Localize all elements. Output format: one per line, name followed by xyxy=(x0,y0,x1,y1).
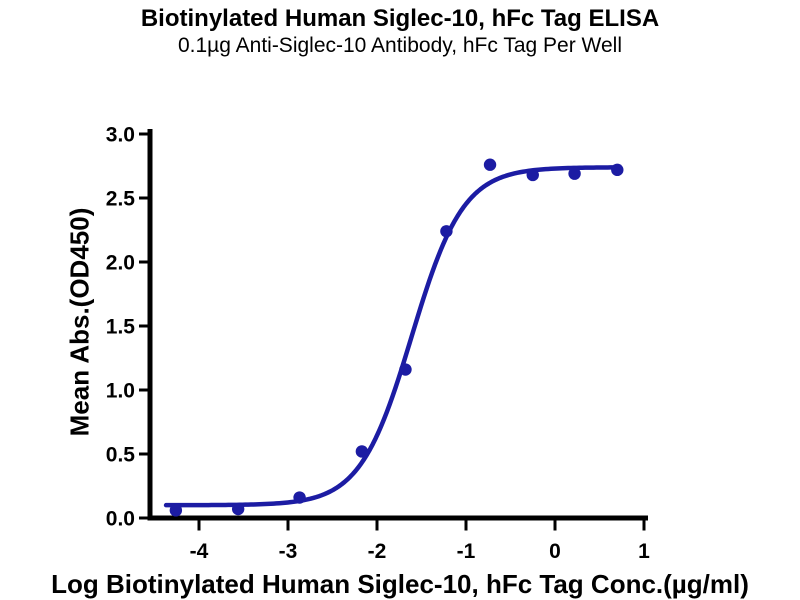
data-point xyxy=(611,163,624,177)
x-tick-label: -4 xyxy=(190,540,209,563)
chart-subtitle: 0.1µg Anti-Siglec-10 Antibody, hFc Tag P… xyxy=(177,34,622,57)
y-tick-label: 1.0 xyxy=(106,380,135,403)
fit-curve xyxy=(163,165,622,508)
data-point xyxy=(568,167,581,180)
axes-group xyxy=(147,129,648,521)
y-tick-label: 1.5 xyxy=(106,316,136,339)
x-ticks-group: -4 -3 -2 -1 0 1 xyxy=(190,520,650,563)
data-point xyxy=(293,491,306,504)
chart-title: Biotinylated Human Siglec-10, hFc Tag EL… xyxy=(140,5,660,32)
y-tick-label: 2.0 xyxy=(106,252,135,275)
y-tick-label: 2.5 xyxy=(106,188,136,211)
data-point xyxy=(399,363,412,376)
y-axis-label: Mean Abs.(OD450) xyxy=(64,207,95,437)
y-tick-label: 0.0 xyxy=(106,508,135,531)
data-point xyxy=(526,168,539,182)
x-tick-label: -3 xyxy=(279,540,298,563)
x-tick-label: 0 xyxy=(549,540,561,563)
y-ticks-group: 0.0 0.5 1.0 1.5 2.0 2.5 3.0 xyxy=(106,124,150,531)
x-tick-label: -1 xyxy=(457,540,476,563)
x-tick-label: 1 xyxy=(638,540,650,563)
y-tick-label: 3.0 xyxy=(106,124,135,147)
data-point xyxy=(355,445,369,458)
y-tick-label: 0.5 xyxy=(106,444,136,467)
data-points-group xyxy=(169,158,624,517)
x-tick-label: -2 xyxy=(368,540,387,563)
data-point xyxy=(231,502,245,516)
data-point xyxy=(169,504,183,517)
data-point xyxy=(440,225,453,238)
x-axis-label: Log Biotinylated Human Siglec-10, hFc Ta… xyxy=(51,569,749,599)
data-point xyxy=(483,158,497,171)
